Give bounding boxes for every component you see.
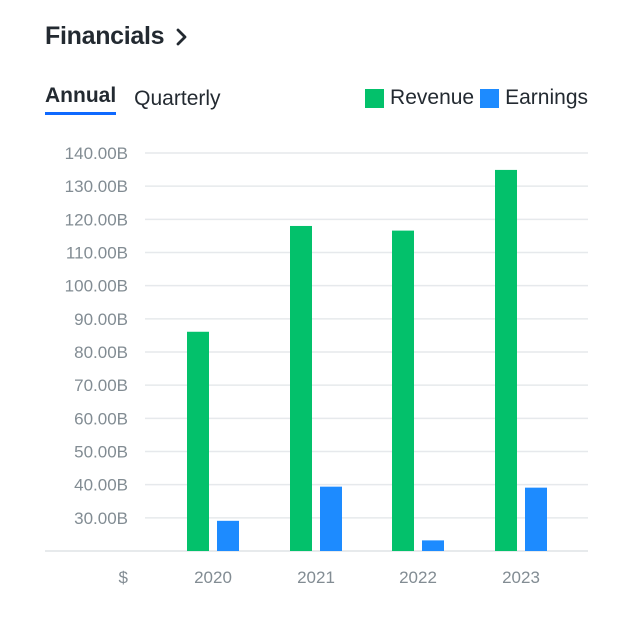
bar-revenue-2022 <box>392 230 414 552</box>
bar-earnings-2020 <box>217 520 239 551</box>
x-tick-label: 2020 <box>194 568 232 587</box>
bar-earnings-2021 <box>320 486 342 551</box>
x-tick-label: 2021 <box>297 568 335 587</box>
tab-quarterly[interactable]: Quarterly <box>134 87 221 110</box>
period-tabs: Annual Quarterly <box>45 84 221 115</box>
y-tick-label: 140.00B <box>65 144 128 163</box>
chart-legend: Revenue Earnings <box>365 86 588 110</box>
chevron-right-icon <box>176 28 187 45</box>
legend-label-earnings: Earnings <box>505 86 588 109</box>
y-tick-label: 40.00B <box>74 476 128 495</box>
y-tick-label: 100.00B <box>65 277 128 296</box>
legend-item-revenue: Revenue <box>365 86 474 110</box>
y-tick-label: 90.00B <box>74 310 128 329</box>
bar-earnings-2023 <box>525 487 547 551</box>
x-tick-label: 2022 <box>399 568 437 587</box>
page-title: Financials <box>45 22 165 50</box>
y-tick-label: 50.00B <box>74 443 128 462</box>
y-tick-label: 80.00B <box>74 343 128 362</box>
legend-swatch-earnings <box>480 88 500 108</box>
bar-revenue-2020 <box>187 331 209 551</box>
legend-item-earnings: Earnings <box>480 86 588 110</box>
bar-revenue-2021 <box>290 225 312 551</box>
bar-revenue-2023 <box>495 169 517 552</box>
currency-label: $ <box>119 568 129 587</box>
y-tick-label: 30.00B <box>74 509 128 528</box>
y-tick-label: 70.00B <box>74 376 128 395</box>
y-tick-label: 110.00B <box>66 244 128 263</box>
y-tick-label: 60.00B <box>74 409 128 428</box>
financials-header-link[interactable]: Financials <box>45 22 190 51</box>
legend-swatch-revenue <box>365 88 385 108</box>
bar-earnings-2022 <box>422 540 444 551</box>
y-tick-label: 120.00B <box>65 210 128 229</box>
legend-label-revenue: Revenue <box>390 86 475 109</box>
y-tick-label: 130.00B <box>65 177 128 196</box>
x-tick-label: 2023 <box>502 568 540 587</box>
tab-annual[interactable]: Annual <box>45 84 117 115</box>
